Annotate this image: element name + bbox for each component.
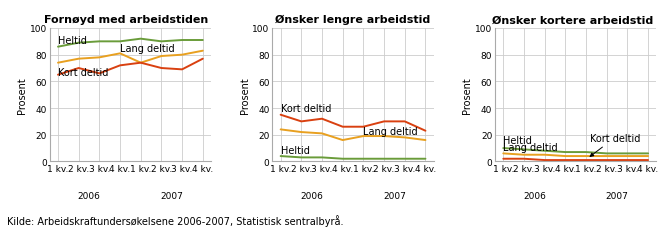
Text: Heltid: Heltid: [503, 136, 532, 146]
Text: Ønsker lengre arbeidstid: Ønsker lengre arbeidstid: [275, 15, 430, 25]
Text: 2007: 2007: [383, 191, 406, 200]
Text: 2007: 2007: [160, 191, 183, 200]
Text: Fornøyd med arbeidstiden: Fornøyd med arbeidstiden: [44, 15, 208, 25]
Text: Kilde: Arbeidskraftundersøkelsene 2006-2007, Statistisk sentralbyrå.: Kilde: Arbeidskraftundersøkelsene 2006-2…: [7, 215, 343, 226]
Text: Heltid: Heltid: [58, 36, 87, 46]
Y-axis label: Prosent: Prosent: [17, 77, 27, 114]
Text: Heltid: Heltid: [280, 145, 310, 155]
Y-axis label: Prosent: Prosent: [239, 77, 249, 114]
Text: Lang deltid: Lang deltid: [120, 44, 174, 54]
Text: Kort deltid: Kort deltid: [590, 133, 640, 143]
Y-axis label: Prosent: Prosent: [462, 77, 472, 114]
Text: Lang deltid: Lang deltid: [503, 143, 558, 152]
Text: Kort deltid: Kort deltid: [58, 68, 108, 78]
Text: 2007: 2007: [605, 191, 629, 200]
Text: Ønsker kortere arbeidstid: Ønsker kortere arbeidstid: [492, 15, 653, 25]
Text: Lang deltid: Lang deltid: [363, 127, 418, 137]
Text: Kort deltid: Kort deltid: [280, 104, 331, 114]
Text: 2006: 2006: [523, 191, 546, 200]
Text: 2006: 2006: [300, 191, 323, 200]
Text: 2006: 2006: [78, 191, 101, 200]
